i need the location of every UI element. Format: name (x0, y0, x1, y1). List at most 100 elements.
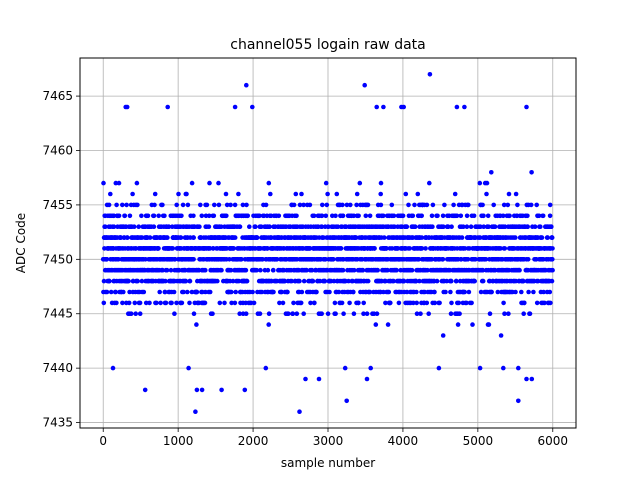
data-point (143, 300, 149, 306)
outlier-point (364, 376, 370, 382)
data-point (260, 257, 265, 262)
data-point (480, 278, 486, 284)
data-point (158, 300, 163, 306)
data-point (396, 300, 402, 306)
data-point (282, 278, 288, 284)
data-point (152, 202, 157, 208)
data-point (448, 311, 454, 317)
data-point (271, 289, 276, 295)
data-point (382, 235, 387, 240)
data-point (114, 300, 119, 306)
outlier-point (316, 376, 322, 382)
data-point (378, 202, 384, 208)
data-point (435, 213, 440, 219)
outlier-point (374, 104, 380, 110)
data-point (243, 267, 249, 273)
data-point (484, 191, 489, 197)
data-point (307, 246, 313, 251)
data-point (133, 311, 138, 317)
data-point (286, 311, 291, 317)
data-point (131, 224, 137, 229)
data-point (414, 311, 420, 317)
y-axis-ticks: 7435 7440 7445 7450 7455 7460 7465 (42, 89, 80, 430)
data-point (412, 224, 418, 229)
data-point (237, 224, 243, 229)
data-point (545, 235, 550, 240)
data-point (310, 278, 316, 284)
data-point (528, 202, 534, 208)
data-point (434, 278, 440, 284)
data-point (210, 246, 216, 251)
data-point (416, 257, 422, 262)
data-point (351, 289, 356, 295)
data-point (333, 213, 338, 219)
outlier-point (242, 387, 248, 393)
data-point (410, 213, 416, 219)
data-point (207, 180, 212, 186)
data-point (525, 213, 530, 219)
data-point (135, 202, 140, 208)
data-point (363, 213, 369, 219)
data-point (542, 300, 547, 306)
data-point (121, 289, 126, 295)
data-point (168, 267, 174, 273)
x-tick-label: 1000 (163, 434, 194, 448)
data-point (500, 213, 506, 219)
outlier-point (124, 104, 130, 110)
data-point (228, 267, 234, 273)
data-point (353, 235, 359, 240)
data-point (357, 180, 363, 186)
data-point (430, 202, 436, 208)
data-point (147, 300, 152, 306)
data-point (293, 191, 299, 197)
data-point (513, 235, 518, 240)
data-point (513, 289, 518, 295)
data-point (137, 311, 143, 317)
data-point (274, 257, 280, 262)
outlier-point (110, 365, 116, 371)
data-point (491, 202, 497, 208)
data-point (440, 333, 446, 338)
data-point (443, 289, 448, 295)
data-point (507, 213, 512, 219)
data-point (187, 300, 192, 306)
data-point (489, 170, 494, 175)
data-point (480, 267, 486, 273)
data-point (454, 213, 460, 219)
data-point (216, 202, 222, 208)
data-point (498, 246, 503, 251)
data-point (422, 289, 428, 295)
data-point (247, 224, 252, 229)
x-tick-label: 4000 (388, 434, 419, 448)
data-point (449, 224, 454, 229)
data-point (265, 246, 270, 251)
data-point (344, 202, 350, 208)
data-point (547, 213, 553, 219)
data-point (259, 224, 264, 229)
data-point (297, 278, 302, 284)
outlier-point (263, 365, 269, 371)
data-point (172, 311, 177, 317)
data-point (367, 213, 373, 219)
data-point (458, 257, 464, 262)
outlier-point (501, 365, 506, 371)
data-point (230, 278, 236, 284)
data-point (437, 300, 442, 306)
data-point (228, 202, 233, 208)
data-point (338, 246, 344, 251)
data-point (229, 289, 234, 295)
data-point (330, 213, 335, 219)
data-point (424, 300, 430, 306)
data-point (413, 278, 419, 284)
data-point (385, 322, 391, 327)
data-point (440, 213, 446, 219)
data-point (224, 213, 229, 219)
data-point (522, 300, 527, 306)
data-point (327, 289, 332, 295)
data-point (351, 267, 357, 273)
data-point (137, 300, 143, 306)
data-point (145, 213, 151, 219)
data-point (501, 300, 506, 306)
data-point (243, 311, 249, 317)
data-point (147, 235, 153, 240)
